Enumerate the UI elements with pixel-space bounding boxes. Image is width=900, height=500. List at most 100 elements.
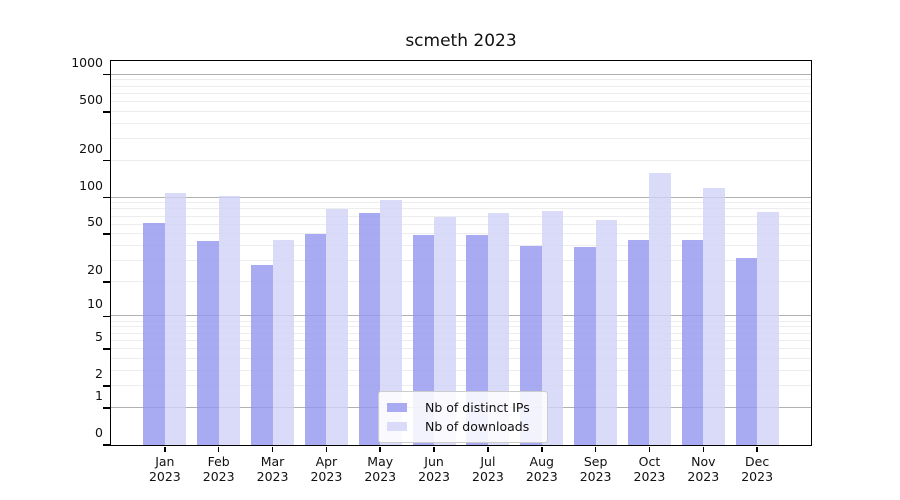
y-tick-mark bbox=[102, 281, 110, 283]
x-tick-label-jul: Jul 2023 bbox=[472, 454, 504, 484]
legend-swatch-downloads bbox=[387, 422, 407, 431]
bar-may-distinct-ips bbox=[358, 212, 381, 445]
bar-jan-distinct-ips bbox=[143, 222, 165, 445]
x-tick-label-oct: Oct 2023 bbox=[633, 454, 666, 484]
y-tick-mark bbox=[102, 111, 110, 113]
major-gridline bbox=[111, 73, 811, 75]
bar-may-downloads bbox=[380, 200, 402, 445]
y-tick-mark bbox=[102, 407, 110, 409]
bar-dec-distinct-ips bbox=[735, 257, 758, 445]
y-tick-mark bbox=[102, 196, 110, 199]
y-tick-mark bbox=[102, 159, 110, 162]
major-gridline bbox=[111, 315, 811, 317]
legend-swatch-distinct-ips bbox=[387, 403, 407, 412]
plot-area: scmeth 2023 0 1 2 5 10 20 50 100 200 500 1000 Jan … bbox=[71, 31, 812, 484]
y-tick-label: 50 bbox=[87, 214, 103, 230]
bar-dec-downloads bbox=[757, 212, 779, 445]
y-tick-mark bbox=[102, 385, 110, 387]
minor-gridline bbox=[111, 326, 811, 328]
y-tick-mark bbox=[102, 348, 110, 350]
legend-label: Nb of distinct IPs bbox=[425, 400, 530, 415]
minor-gridline bbox=[111, 122, 811, 124]
y-tick-mark bbox=[102, 315, 110, 318]
x-tick-label-dec: Dec 2023 bbox=[741, 454, 774, 484]
minor-gridline bbox=[111, 357, 811, 359]
bar-nov-distinct-ips bbox=[681, 239, 704, 445]
x-tick-mark bbox=[164, 446, 166, 452]
minor-gridline bbox=[111, 385, 811, 387]
minor-gridline bbox=[111, 320, 811, 322]
y-tick-label: 500 bbox=[79, 91, 103, 107]
minor-gridline bbox=[111, 347, 811, 349]
bar-feb-distinct-ips bbox=[197, 240, 219, 445]
x-tick-label-nov: Nov 2023 bbox=[687, 454, 720, 484]
y-tick-label: 5 bbox=[95, 328, 103, 344]
bar-jan-downloads bbox=[164, 192, 187, 445]
minor-gridline bbox=[111, 369, 811, 371]
y-tick-label: 200 bbox=[79, 140, 103, 156]
y-tick-mark bbox=[102, 73, 110, 76]
minor-gridline bbox=[111, 79, 811, 81]
x-tick-mark bbox=[217, 446, 220, 452]
bar-sep-downloads bbox=[595, 220, 618, 445]
y-tick-label: 2 bbox=[95, 366, 103, 382]
bar-jul-downloads bbox=[487, 212, 510, 445]
y-tick-mark bbox=[102, 444, 110, 446]
minor-gridline bbox=[111, 215, 811, 217]
minor-gridline bbox=[111, 233, 811, 235]
bar-apr-distinct-ips bbox=[304, 234, 327, 445]
minor-gridline bbox=[111, 259, 811, 261]
minor-gridline bbox=[111, 339, 811, 341]
chart-title: scmeth 2023 bbox=[405, 31, 517, 51]
x-tick-mark bbox=[379, 446, 381, 452]
y-tick-label: 1000 bbox=[71, 54, 103, 70]
legend-label: Nb of downloads bbox=[425, 419, 530, 434]
minor-gridline bbox=[111, 202, 811, 204]
legend-item: Nb of downloads bbox=[387, 417, 539, 436]
minor-gridline bbox=[111, 138, 811, 140]
bar-aug-downloads bbox=[541, 210, 564, 445]
bar-sep-distinct-ips bbox=[574, 247, 596, 445]
x-tick-mark bbox=[487, 446, 489, 452]
bar-oct-distinct-ips bbox=[627, 239, 650, 445]
x-tick-label-jan: Jan 2023 bbox=[148, 454, 181, 484]
x-tick-label-mar: Mar 2023 bbox=[256, 454, 289, 484]
bar-oct-downloads bbox=[649, 172, 671, 445]
minor-gridline bbox=[111, 223, 811, 225]
y-tick-label: 100 bbox=[79, 177, 103, 193]
minor-gridline bbox=[111, 110, 811, 112]
minor-gridline bbox=[111, 208, 811, 210]
x-tick-mark bbox=[325, 446, 328, 452]
y-tick-label: 10 bbox=[87, 296, 103, 312]
x-tick-mark bbox=[271, 446, 274, 452]
x-tick-mark bbox=[541, 446, 543, 452]
legend: Nb of distinct IPs Nb of downloads bbox=[378, 391, 548, 443]
x-tick-label-jun: Jun 2023 bbox=[418, 454, 450, 484]
minor-gridline bbox=[111, 332, 811, 334]
x-tick-mark bbox=[594, 446, 597, 452]
bar-jun-downloads bbox=[434, 216, 456, 445]
y-tick-label: 20 bbox=[87, 261, 103, 277]
minor-gridline bbox=[111, 101, 811, 102]
bar-mar-downloads bbox=[272, 239, 295, 445]
y-tick-label: 0 bbox=[95, 425, 103, 440]
x-tick-mark bbox=[756, 446, 758, 452]
minor-gridline bbox=[111, 244, 811, 246]
legend-item: Nb of distinct IPs bbox=[387, 398, 539, 417]
x-tick-label-apr: Apr 2023 bbox=[310, 454, 343, 484]
y-tick-label: 1 bbox=[95, 387, 103, 403]
x-tick-label-aug: Aug 2023 bbox=[525, 454, 558, 484]
bar-nov-downloads bbox=[703, 187, 725, 445]
major-gridline bbox=[111, 196, 811, 198]
x-tick-label-sep: Sep 2023 bbox=[579, 454, 612, 484]
minor-gridline bbox=[111, 280, 811, 282]
x-tick-mark bbox=[702, 446, 705, 452]
y-tick-mark bbox=[102, 233, 110, 235]
minor-gridline bbox=[111, 85, 811, 87]
x-tick-label-may: May 2023 bbox=[364, 454, 397, 484]
x-tick-mark bbox=[433, 446, 435, 452]
bar-feb-downloads bbox=[218, 195, 241, 445]
x-tick-mark bbox=[648, 446, 651, 452]
minor-gridline bbox=[111, 92, 811, 94]
